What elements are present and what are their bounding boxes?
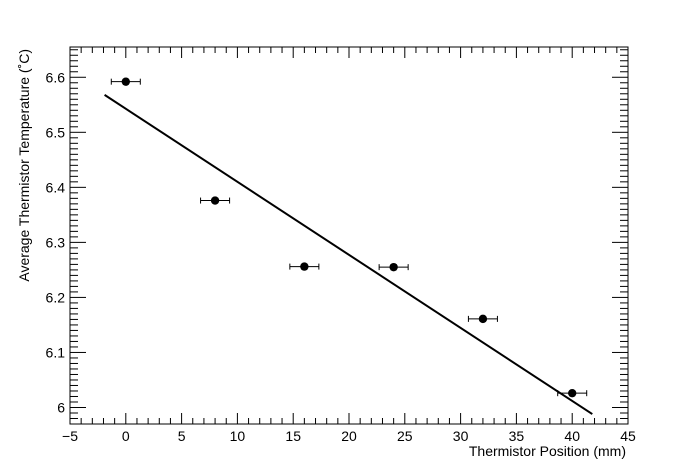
x-tick-label: 30 bbox=[453, 428, 469, 444]
x-tick-label: 20 bbox=[341, 428, 357, 444]
fit-line-group bbox=[104, 94, 593, 415]
x-tick-label: 10 bbox=[230, 428, 246, 444]
x-tick-label: 5 bbox=[178, 428, 186, 444]
data-marker bbox=[300, 262, 309, 271]
y-axis-ticks bbox=[70, 49, 628, 419]
y-axis-tick-labels: 6 6.1 6.2 6.3 6.4 6.5 6.6 bbox=[46, 69, 66, 415]
x-tick-label: 0 bbox=[122, 428, 130, 444]
x-axis-title: Thermistor Position (mm) bbox=[469, 443, 626, 459]
y-tick-label: 6.3 bbox=[46, 234, 66, 250]
x-tick-label: 40 bbox=[564, 428, 580, 444]
y-tick-label: 6.6 bbox=[46, 69, 66, 85]
x-axis-ticks bbox=[69, 47, 629, 424]
x-tick-label: 35 bbox=[509, 428, 525, 444]
data-point bbox=[110, 77, 141, 86]
x-tick-label: 25 bbox=[397, 428, 413, 444]
y-axis-title: Average Thermistor Temperature (˚C) bbox=[16, 49, 32, 282]
data-point bbox=[557, 388, 588, 398]
data-marker bbox=[568, 388, 577, 398]
data-marker bbox=[210, 196, 220, 205]
data-marker bbox=[121, 77, 130, 86]
data-point bbox=[200, 196, 231, 205]
data-point bbox=[378, 262, 409, 272]
y-tick-label: 6.5 bbox=[46, 124, 66, 140]
x-tick-label: 45 bbox=[620, 428, 636, 444]
x-axis-tick-labels: −5 0 5 10 15 20 25 30 35 40 45 bbox=[62, 428, 636, 444]
y-tick-label: 6.4 bbox=[46, 179, 66, 195]
x-tick-label: 15 bbox=[285, 428, 301, 444]
data-points bbox=[110, 77, 588, 398]
data-point bbox=[289, 262, 320, 271]
y-tick-label: 6.2 bbox=[46, 289, 66, 305]
y-tick-label: 6.1 bbox=[46, 344, 66, 360]
data-point bbox=[467, 314, 498, 324]
data-marker bbox=[389, 262, 398, 272]
fit-line bbox=[104, 94, 593, 415]
x-tick-label: −5 bbox=[62, 428, 78, 444]
y-tick-label: 6 bbox=[57, 399, 65, 415]
data-marker bbox=[478, 314, 488, 324]
